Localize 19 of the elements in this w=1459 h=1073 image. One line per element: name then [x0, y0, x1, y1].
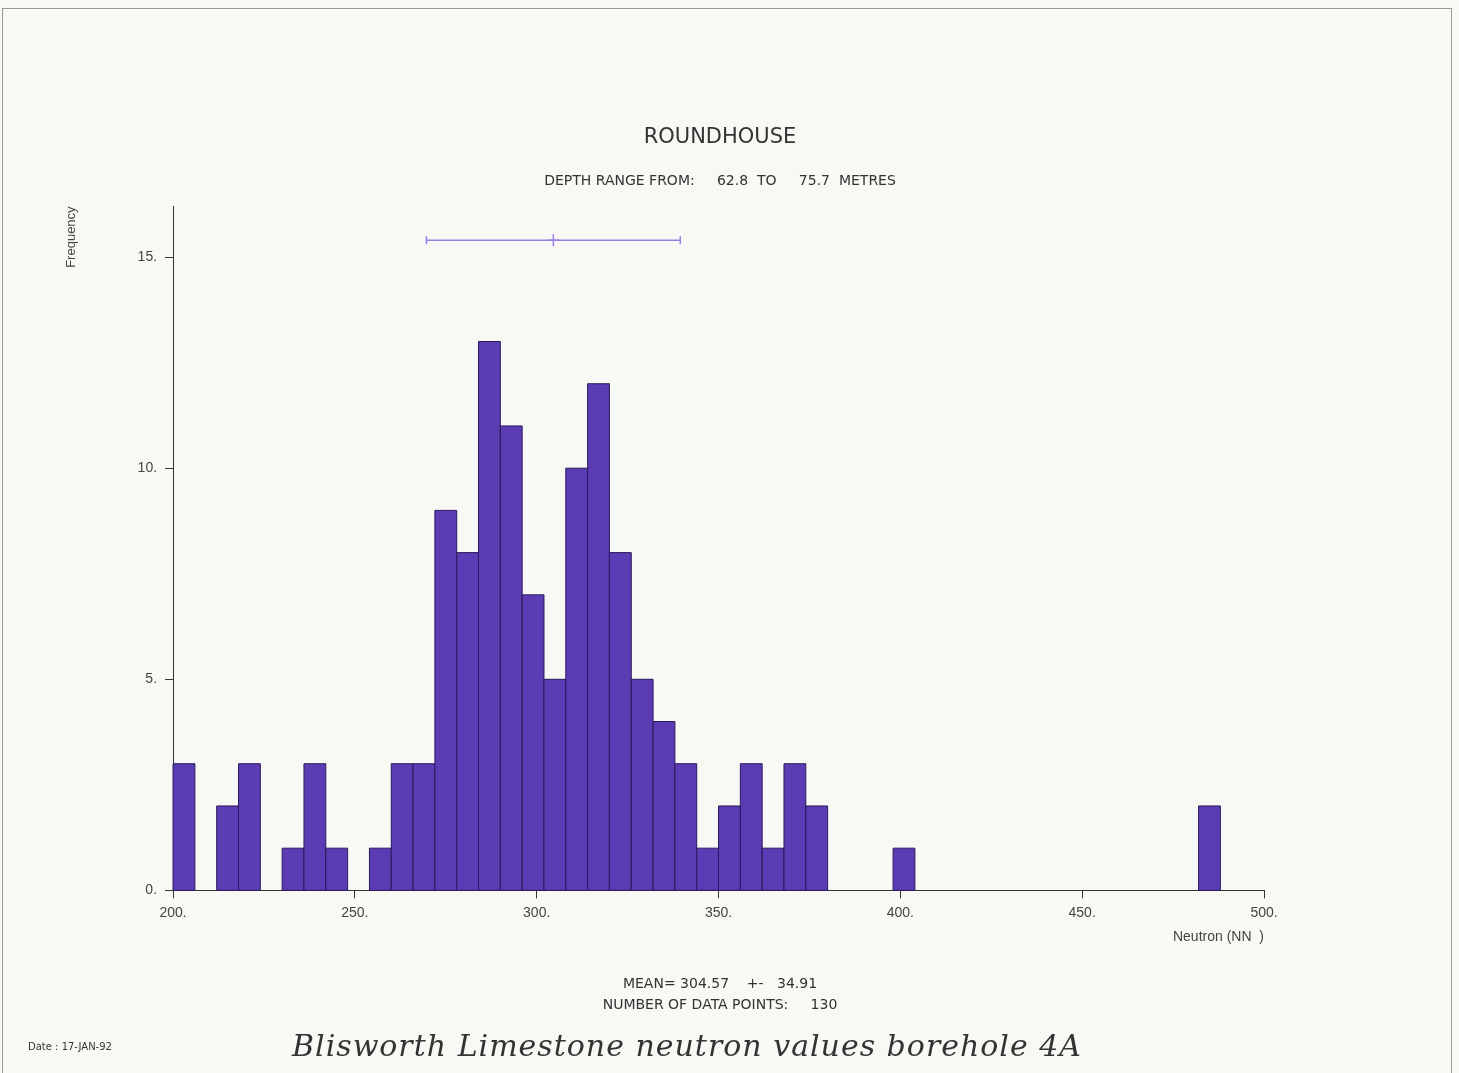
- y-tick-label: 10.: [137, 459, 158, 476]
- y-axis-title: Frequency: [63, 205, 79, 268]
- x-tick-label: 400.: [886, 903, 914, 920]
- x-tick-label: 300.: [523, 903, 551, 920]
- x-tick-label: 450.: [1068, 903, 1096, 920]
- y-tick-label: 5.: [145, 670, 158, 687]
- chart-title: ROUNDHOUSE: [642, 124, 798, 148]
- x-tick-label: 350.: [704, 903, 733, 920]
- x-tick-label: 500.: [1250, 903, 1278, 920]
- x-tick-label: 250.: [341, 903, 369, 920]
- text: NUMBER OF DATA POINTS: 130: [601, 996, 839, 1012]
- text: Blisworth Limestone neutron values borehole 4A: [292, 1028, 1082, 1063]
- x-tick-label: 200.: [159, 903, 187, 920]
- y-tick-label: 0.: [145, 881, 158, 898]
- x-axis-title: Neutron (NN ): [1172, 928, 1264, 945]
- chart-subtitle: DEPTH RANGE FROM: 62.8 TO 75.7 METRES: [543, 172, 897, 188]
- text: Date : 17-JAN-92: [28, 1041, 112, 1052]
- text: MEAN= 304.57 +- 34.91: [621, 975, 819, 991]
- y-tick-label: 15.: [137, 247, 158, 264]
